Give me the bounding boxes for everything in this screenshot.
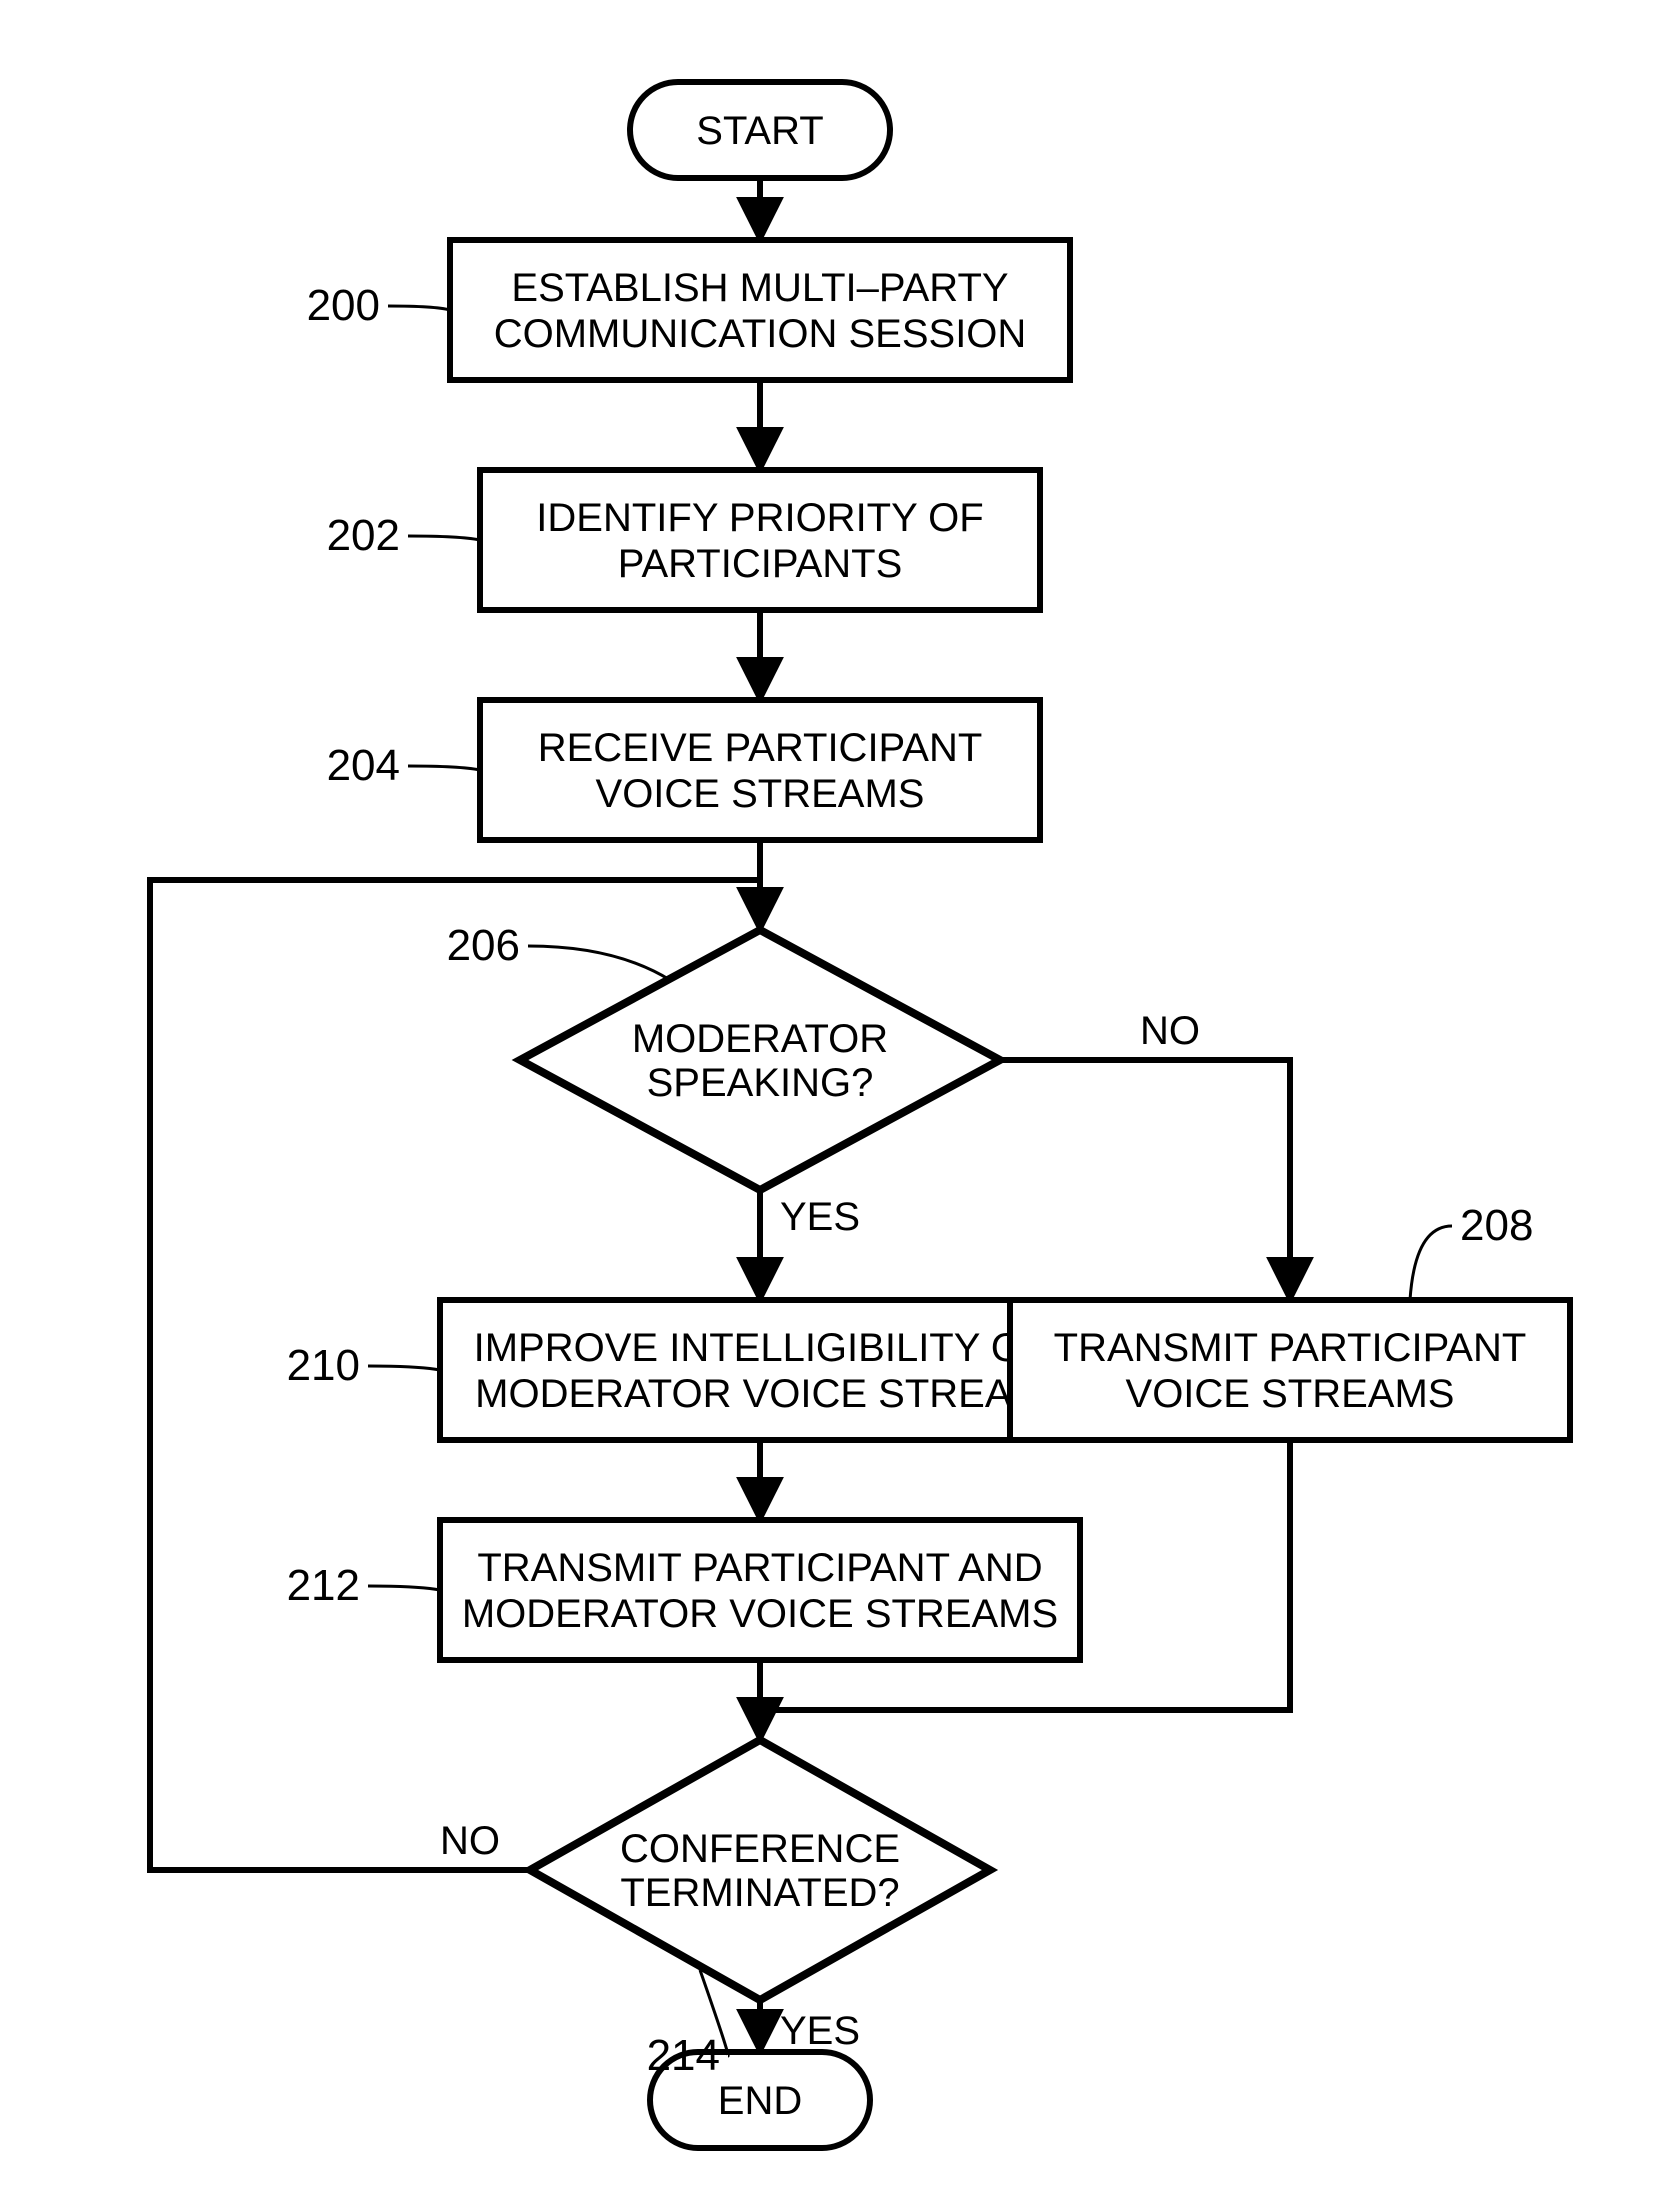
ref-208: 208 (1460, 1201, 1533, 1250)
svg-text:CONFERENCE: CONFERENCE (620, 1827, 900, 1871)
ref-208-leader (1410, 1226, 1452, 1300)
svg-text:MODERATOR VOICE STREAMS: MODERATOR VOICE STREAMS (462, 1592, 1058, 1636)
svg-text:VOICE STREAMS: VOICE STREAMS (596, 772, 925, 816)
ref-206-leader (528, 946, 670, 980)
label-206-no: NO (1140, 1009, 1200, 1053)
process-208: TRANSMIT PARTICIPANTVOICE STREAMS (1010, 1300, 1570, 1440)
svg-text:TRANSMIT PARTICIPANT: TRANSMIT PARTICIPANT (1054, 1326, 1527, 1370)
process-210: IMPROVE INTELLIGIBILITY OFMODERATOR VOIC… (440, 1300, 1080, 1440)
svg-text:VOICE STREAMS: VOICE STREAMS (1126, 1372, 1455, 1416)
terminator-start: START (630, 82, 890, 178)
svg-text:IDENTIFY PRIORITY OF: IDENTIFY PRIORITY OF (536, 496, 983, 540)
svg-text:SPEAKING?: SPEAKING? (647, 1061, 874, 1105)
label-206-yes: YES (780, 1195, 860, 1239)
ref-212: 212 (287, 1561, 360, 1610)
label-214-no: NO (440, 1819, 500, 1863)
process-212: TRANSMIT PARTICIPANT ANDMODERATOR VOICE … (440, 1520, 1080, 1660)
svg-text:TERMINATED?: TERMINATED? (620, 1871, 899, 1915)
ref-214: 214 (647, 2031, 720, 2080)
svg-text:START: START (696, 109, 823, 153)
decision-206: MODERATORSPEAKING? (520, 930, 1000, 1190)
process-204: RECEIVE PARTICIPANTVOICE STREAMS (480, 700, 1040, 840)
svg-text:COMMUNICATION SESSION: COMMUNICATION SESSION (494, 312, 1027, 356)
ref-212-leader (368, 1586, 440, 1590)
svg-text:IMPROVE INTELLIGIBILITY OF: IMPROVE INTELLIGIBILITY OF (474, 1326, 1047, 1370)
ref-210: 210 (287, 1341, 360, 1390)
ref-210-leader (368, 1366, 440, 1370)
svg-text:END: END (718, 2079, 802, 2123)
ref-202-leader (408, 536, 480, 540)
ref-206: 206 (447, 921, 520, 970)
process-200: ESTABLISH MULTI–PARTYCOMMUNICATION SESSI… (450, 240, 1070, 380)
ref-202: 202 (327, 511, 400, 560)
svg-text:MODERATOR VOICE STREAM: MODERATOR VOICE STREAM (475, 1372, 1045, 1416)
label-214-yes: YES (780, 2009, 860, 2053)
svg-text:MODERATOR: MODERATOR (632, 1017, 888, 1061)
svg-text:PARTICIPANTS: PARTICIPANTS (618, 542, 903, 586)
ref-200-leader (388, 306, 450, 310)
decision-214: CONFERENCETERMINATED? (530, 1740, 990, 2000)
svg-text:TRANSMIT PARTICIPANT AND: TRANSMIT PARTICIPANT AND (477, 1546, 1042, 1590)
svg-text:ESTABLISH MULTI–PARTY: ESTABLISH MULTI–PARTY (511, 266, 1008, 310)
ref-204: 204 (327, 741, 400, 790)
process-202: IDENTIFY PRIORITY OFPARTICIPANTS (480, 470, 1040, 610)
ref-204-leader (408, 766, 480, 770)
svg-text:RECEIVE PARTICIPANT: RECEIVE PARTICIPANT (538, 726, 983, 770)
ref-200: 200 (307, 281, 380, 330)
flowchart-diagram: START ESTABLISH MULTI–PARTYCOMMUNICATION … (0, 0, 1674, 2186)
edge-206-208 (1000, 1060, 1290, 1300)
